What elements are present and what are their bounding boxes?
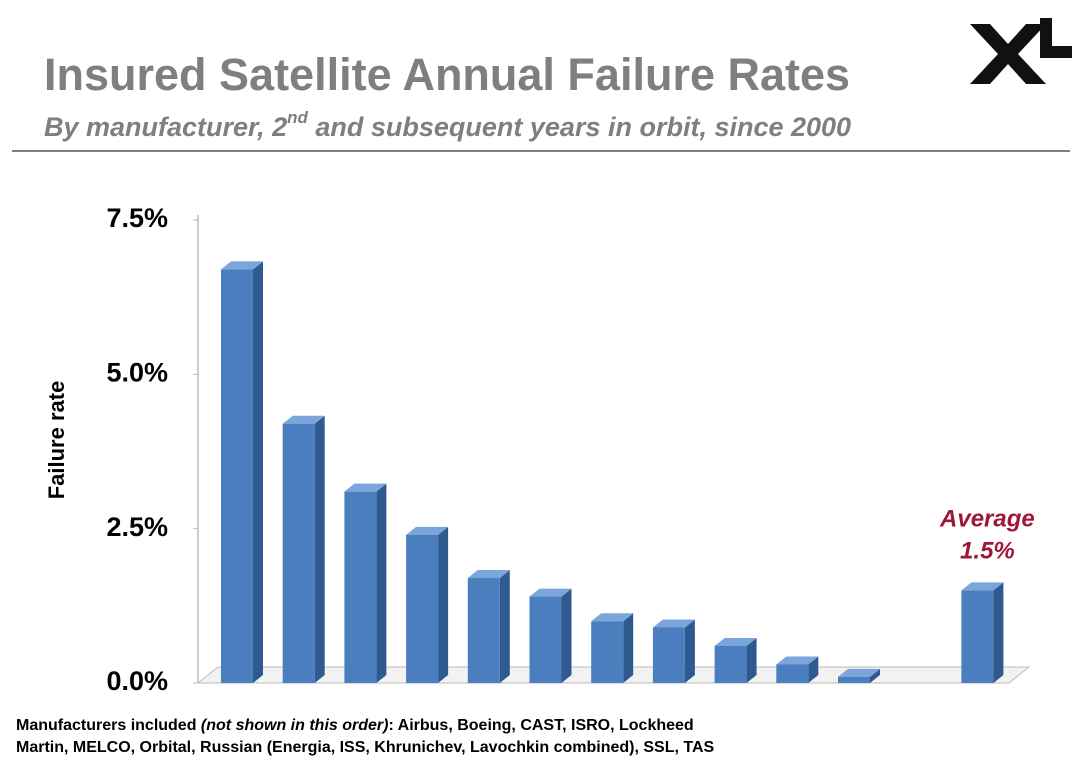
chart-subtitle: By manufacturer, 2nd and subsequent year… [44, 108, 851, 142]
bar-side [253, 261, 263, 683]
bar-side [808, 656, 819, 683]
bar [529, 596, 562, 683]
y-axis-label: Failure rate [44, 381, 69, 500]
bar [467, 578, 500, 683]
bar-top [714, 637, 757, 646]
bar [652, 627, 685, 683]
subtitle-superscript: nd [287, 108, 308, 127]
bar-side [993, 582, 1004, 683]
bar-top [221, 261, 263, 270]
logo-x [970, 24, 1046, 84]
bar-side [870, 668, 880, 683]
bar [221, 269, 253, 683]
bar [961, 590, 994, 683]
bar [838, 676, 870, 683]
bar-side [746, 637, 757, 683]
bar [591, 621, 624, 683]
subtitle-text: and subsequent years in orbit, since 200… [308, 112, 851, 142]
bar-top [344, 483, 387, 492]
bar-top [776, 656, 819, 665]
logo-l [1040, 18, 1072, 58]
y-tick-label: 7.5% [106, 203, 168, 233]
footnote: Manufacturers included (not shown in thi… [16, 717, 694, 734]
bar-top [529, 588, 572, 597]
footnote-text: Manufacturers included [16, 717, 201, 734]
bar [282, 423, 315, 683]
bar-top [467, 570, 510, 579]
bar-top [961, 582, 1004, 591]
bar-side [684, 619, 695, 683]
bar-side [561, 588, 572, 683]
bar-side [438, 526, 449, 683]
logo [970, 18, 1072, 84]
bar-side [376, 483, 387, 683]
y-tick-label: 5.0% [106, 357, 168, 387]
y-tick-label: 2.5% [106, 512, 168, 542]
footnote: Martin, MELCO, Orbital, Russian (Energia… [16, 739, 715, 756]
bar-top [652, 619, 695, 628]
bar [714, 645, 747, 683]
bar-side [314, 415, 325, 683]
bar-top [406, 526, 449, 535]
subtitle-text: By manufacturer, 2 [44, 112, 287, 142]
chart-title: Insured Satellite Annual Failure Rates [44, 49, 850, 100]
bar-top [591, 613, 634, 622]
bar-side [499, 570, 510, 683]
bar-top [282, 415, 325, 424]
annotation: Average [939, 506, 1035, 533]
bar [344, 491, 377, 683]
footnote-text: : Airbus, Boeing, CAST, ISRO, Lockheed [388, 717, 693, 734]
bar-side [623, 613, 634, 683]
value-label: 1.5% [960, 538, 1015, 565]
footnote-text: (not shown in this order) [201, 717, 389, 734]
bar-top [838, 668, 880, 677]
y-tick-label: 0.0% [106, 666, 168, 696]
bar [776, 664, 809, 683]
bar [406, 534, 439, 683]
